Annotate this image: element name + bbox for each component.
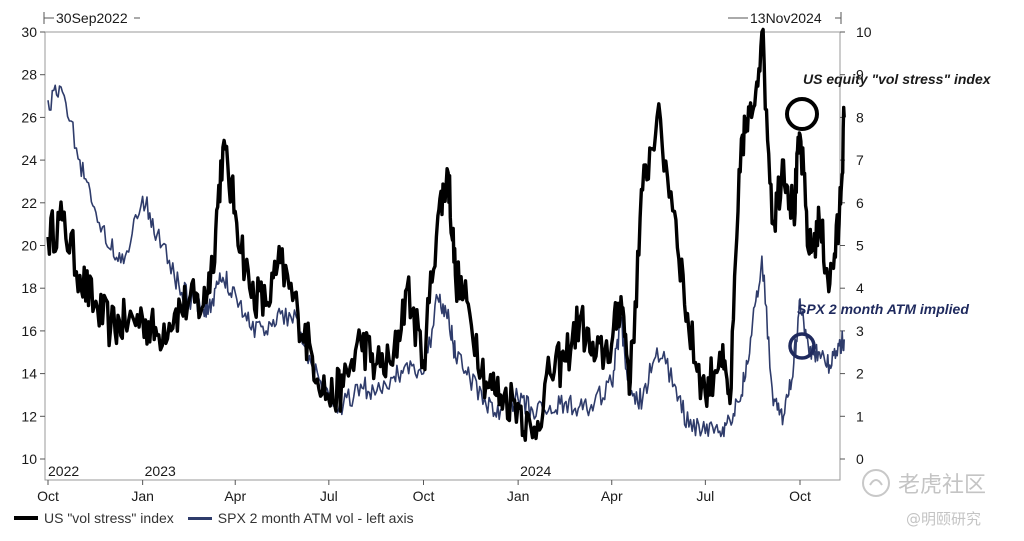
annotation-vol-stress: US equity "vol stress" index [803, 71, 992, 87]
left-tick-label: 14 [21, 366, 37, 382]
year-label: 2023 [145, 463, 176, 479]
left-tick-label: 10 [21, 451, 37, 467]
annotation-circle-spx [788, 332, 816, 360]
x-tick-label: Jul [696, 488, 714, 504]
x-tick-label: Apr [224, 488, 246, 504]
right-tick-label: 8 [856, 109, 864, 125]
left-tick-label: 30 [21, 24, 37, 40]
left-tick-label: 24 [21, 152, 37, 168]
year-label: 2024 [520, 463, 551, 479]
watermark-logo [862, 469, 890, 497]
series-line-vol-stress [46, 27, 846, 442]
x-tick-label: Oct [789, 488, 811, 504]
end-date-label: 13Nov2024 [750, 10, 822, 26]
right-tick-label: 1 [856, 408, 864, 424]
right-tick-label: 0 [856, 451, 864, 467]
plot-frame [44, 31, 841, 481]
year-labels: 2022 2023 2024 [48, 463, 551, 479]
legend-swatch-stress [14, 516, 38, 520]
left-tick-label: 20 [21, 238, 37, 254]
start-date-label: 30Sep2022 [56, 10, 128, 26]
left-tick-label: 18 [21, 280, 37, 296]
legend-item-stress: US "vol stress" index [14, 510, 174, 526]
right-tick-label: 5 [856, 238, 864, 254]
left-tick-label: 26 [21, 109, 37, 125]
x-tick-label: Jul [320, 488, 338, 504]
right-tick-label: 3 [856, 323, 864, 339]
right-tick-label: 10 [856, 24, 872, 40]
legend-label-stress: US "vol stress" index [44, 510, 174, 526]
x-axis: Oct Jan Apr Jul Oct Jan Apr Jul Oct [37, 480, 811, 504]
year-label: 2022 [48, 463, 79, 479]
left-axis: 10 12 14 16 18 20 22 24 26 28 30 [21, 24, 45, 467]
end-date-tag: 13Nov2024 [728, 9, 842, 27]
legend-label-spx: SPX 2 month ATM vol - left axis [217, 510, 414, 526]
x-tick-label: Apr [601, 488, 623, 504]
left-tick-label: 22 [21, 195, 37, 211]
series-group [46, 27, 846, 442]
legend-item-spx: SPX 2 month ATM vol - left axis [187, 510, 414, 526]
left-tick-label: 28 [21, 67, 37, 83]
legend-swatch-spx [187, 516, 212, 520]
right-tick-label: 7 [856, 152, 864, 168]
right-tick-label: 6 [856, 195, 864, 211]
left-tick-label: 16 [21, 323, 37, 339]
right-axis: 0 1 2 3 4 5 6 7 8 9 10 [840, 24, 872, 467]
start-date-tag: 30Sep2022 [43, 9, 140, 27]
x-tick-label: Oct [37, 488, 59, 504]
annotation-circle-stress [785, 97, 819, 131]
x-tick-label: Jan [507, 488, 530, 504]
right-tick-label: 4 [856, 280, 864, 296]
watermark-bottom: @明颐研究 [906, 510, 981, 528]
watermark-top: 老虎社区 [898, 473, 986, 498]
x-tick-label: Jan [131, 488, 154, 504]
annotation-spx: SPX 2 month ATM implied [797, 301, 969, 317]
legend: US "vol stress" index SPX 2 month ATM vo… [14, 510, 414, 526]
right-tick-label: 2 [856, 366, 864, 382]
right-tick-label: 9 [856, 67, 864, 83]
left-tick-label: 12 [21, 408, 37, 424]
x-tick-label: Oct [413, 488, 435, 504]
